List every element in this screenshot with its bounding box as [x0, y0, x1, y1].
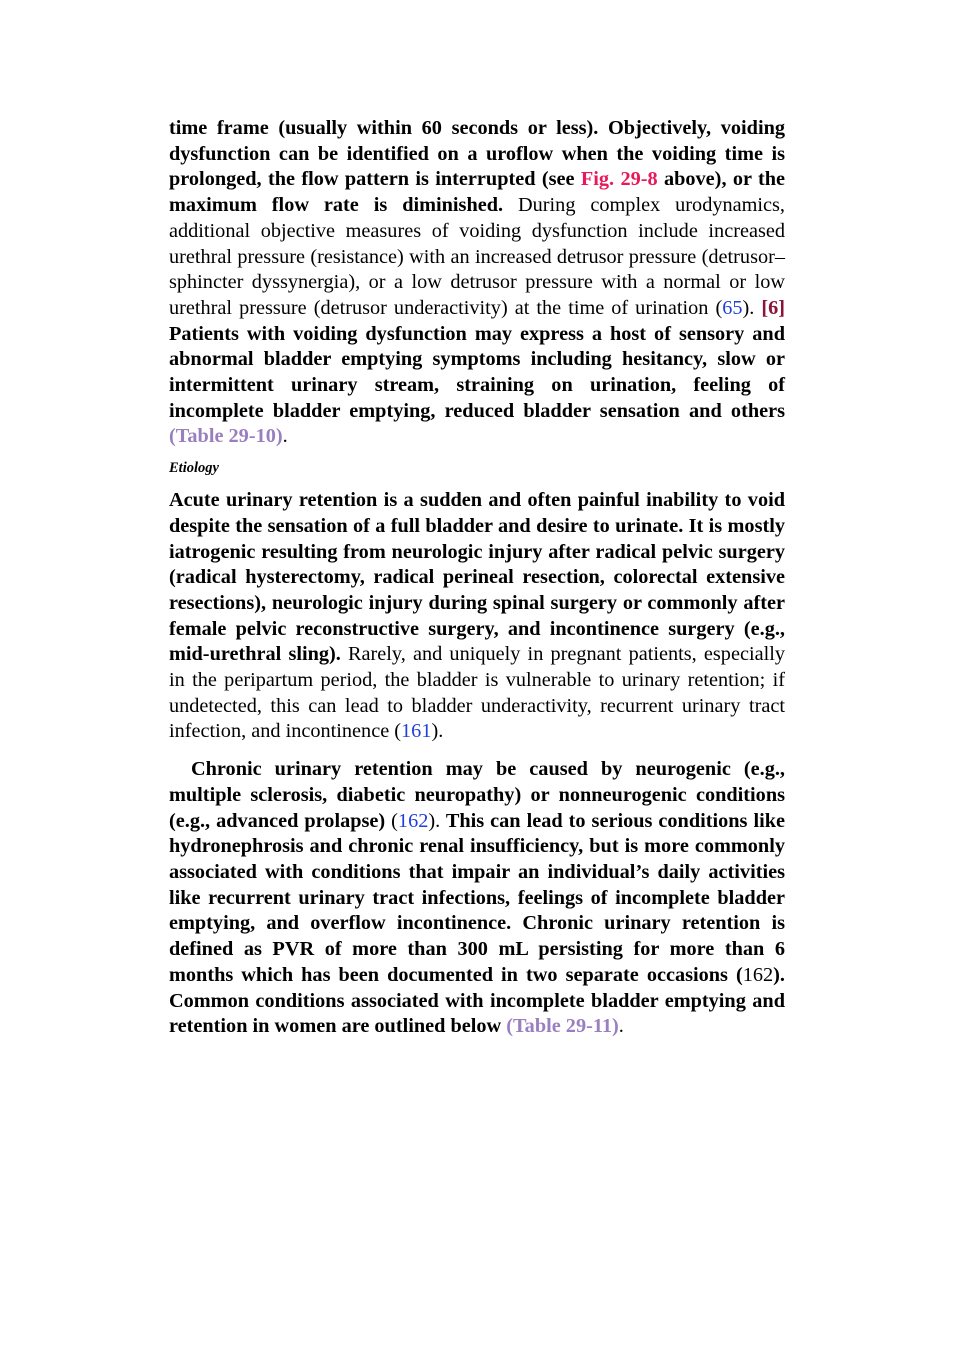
text: ). Common conditions associated with inc…	[169, 963, 785, 1038]
text: ).	[431, 720, 444, 743]
text: above), or the maximum flow rate is dimi…	[169, 168, 786, 217]
marker: [6]	[761, 296, 785, 319]
table-link[interactable]: (Table 29-10)	[169, 425, 283, 448]
text: time frame (usually within 60 seconds or…	[169, 117, 785, 191]
text: (	[385, 809, 398, 832]
reference-link[interactable]: 161	[401, 720, 432, 743]
paragraph: time frame (usually within 60 seconds or…	[169, 116, 785, 450]
text: During complex urodynamics, additional o…	[169, 194, 785, 319]
figure-link[interactable]: Fig. 29-8	[580, 168, 658, 191]
paragraph: Acute urinary retention is a sudden and …	[169, 488, 785, 745]
text: ).	[428, 809, 441, 832]
text: Chronic urinary retention may be caused …	[169, 758, 785, 832]
reference-link[interactable]: 162	[397, 809, 429, 832]
text: 162	[742, 963, 774, 986]
text: Acute urinary retention is a sudden and …	[169, 489, 785, 666]
section-heading: Etiology	[169, 460, 219, 477]
text: Patients with voiding dysfunction may ex…	[169, 322, 785, 422]
paragraph: Chronic urinary retention may be caused …	[169, 757, 785, 1040]
text-column: time frame (usually within 60 seconds or…	[169, 116, 785, 1040]
text: Rarely, and uniquely in pregnant patient…	[169, 643, 785, 743]
text: ).	[742, 296, 762, 319]
reference-link[interactable]: 65	[722, 296, 743, 319]
table-link[interactable]: (Table 29-11)	[506, 1015, 619, 1038]
text: .	[618, 1015, 624, 1038]
text: .	[282, 425, 288, 448]
text: This can lead to serious conditions like…	[169, 809, 785, 986]
